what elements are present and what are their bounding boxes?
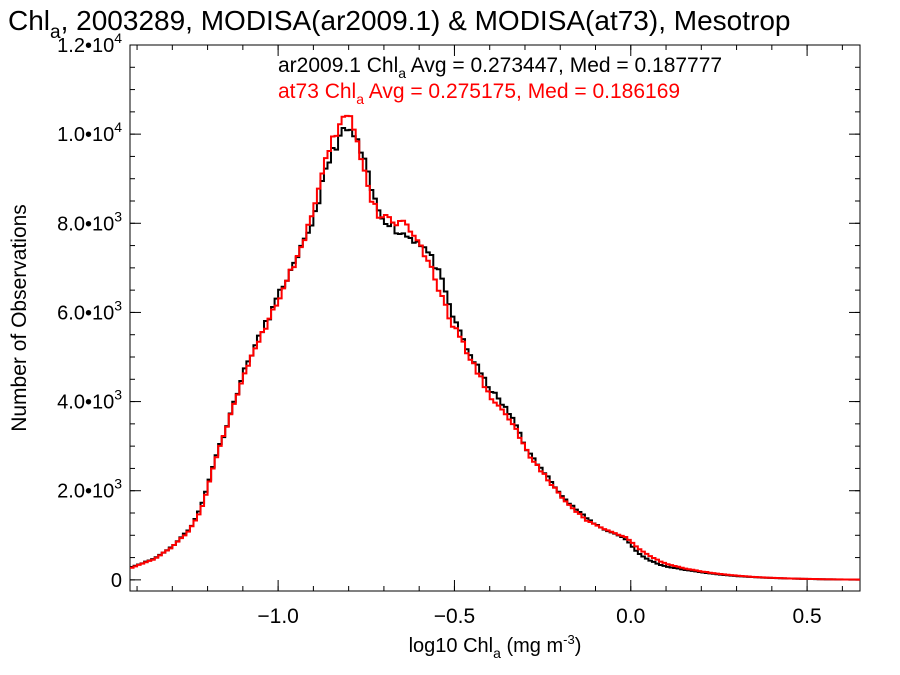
y-tick-label: 2.0•103 bbox=[57, 476, 122, 503]
y-tick-label: 1.0•104 bbox=[57, 119, 122, 146]
axis-ticks: −1.0 −0.5 0.0 0.5 0 2.0•103 4.0•103 6.0•103 8.0•… bbox=[57, 30, 860, 628]
y-tick-label: 6.0•103 bbox=[57, 297, 122, 324]
legend-ar2009: ar2009.1 Chla Avg = 0.273447, Med = 0.18… bbox=[278, 54, 722, 81]
series-layer bbox=[130, 114, 860, 581]
x-axis-label: log10 Chla (mg m-3) bbox=[409, 632, 582, 661]
x-tick-label: −1.0 bbox=[257, 605, 298, 628]
x-tick-label: 0.5 bbox=[792, 605, 821, 628]
x-tick-label: −0.5 bbox=[434, 605, 475, 628]
series-at73-line bbox=[130, 114, 860, 581]
y-tick-label: 4.0•103 bbox=[57, 387, 122, 414]
legend-at73: at73 Chla Avg = 0.275175, Med = 0.186169 bbox=[278, 80, 680, 107]
x-tick-label: 0.0 bbox=[616, 605, 645, 628]
y-tick-label: 8.0•103 bbox=[57, 208, 122, 235]
plot-frame bbox=[129, 44, 861, 592]
y-tick-label: 1.2•104 bbox=[57, 30, 122, 57]
y-axis-label: Number of Observations bbox=[8, 204, 31, 432]
y-tick-label: 0 bbox=[111, 570, 122, 592]
chart-title: Chla, 2003289, MODISA(ar2009.1) & MODISA… bbox=[8, 5, 790, 43]
